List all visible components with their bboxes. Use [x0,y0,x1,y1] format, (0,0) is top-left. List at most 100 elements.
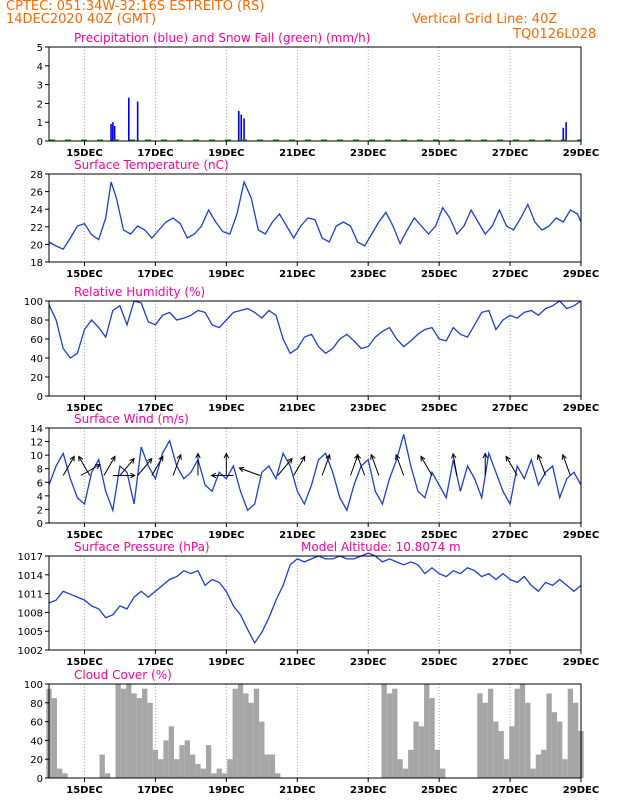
wind-vector [452,453,458,476]
cloud-bar [136,698,143,778]
cloud-bar [120,688,127,778]
press-ytick-label: 1002 [18,646,43,657]
cloud-bar [211,773,217,778]
press-xtick-label: 15DEC [66,657,102,668]
wind-ytick-label: 14 [30,424,43,435]
cloud-bar [232,688,238,778]
wind-xtick-label: 29DEC [563,530,599,541]
precip-ytick-label: 0 [37,137,43,148]
press-xtick-label: 19DEC [208,657,244,668]
press-line [48,552,582,645]
precip-bar [136,101,139,141]
wind-arrowhead [325,453,331,460]
temp-xtick-label: 29DEC [563,269,599,280]
press-ytick-label: 1008 [18,608,43,619]
wind-arrowhead [420,455,426,462]
cloud-ytick-label: 40 [30,736,43,747]
cloud-xtick-label: 29DEC [563,785,599,796]
wind-arrowhead [129,457,135,464]
wind-ytick-label: 10 [30,451,43,462]
cloud-bar [418,726,425,778]
cloud-title: Cloud Cover (%) [74,668,172,682]
cloud-bar [216,768,222,778]
cloud-bar [386,693,393,778]
precip-frame [48,46,582,142]
precip-bar [565,122,567,141]
rh-xtick-label: 15DEC [66,403,102,414]
cloud-xtick-label: 21DEC [279,785,315,796]
precip-bar [562,127,565,141]
rh-frame [48,300,582,397]
press-xtick-label: 17DEC [137,657,173,668]
wind-vector [562,454,571,476]
cloud-xtick-label: 25DEC [421,785,457,796]
press-xtick-label: 29DEC [563,657,599,668]
temp-title: Surface Temperature (nC) [74,158,229,172]
wind-arrowhead [300,455,306,462]
wind-arrowhead [176,453,182,460]
wind-ytick-label: 4 [37,492,43,503]
cloud-bar [168,726,175,778]
temp-xtick-label: 17DEC [137,269,173,280]
precip-bar [112,122,114,141]
wind-ytick-label: 2 [37,505,43,516]
wind-vector [62,456,75,476]
cloud-ytick-label: 0 [37,774,43,785]
rh-xtick-label: 23DEC [350,403,386,414]
wind-vector [119,458,135,476]
temp-xtick-label: 25DEC [421,269,457,280]
rh-line [48,300,582,359]
cloud-bar [269,754,276,778]
temp-ytick-label: 18 [30,258,43,269]
cloud-bar [104,773,111,778]
wind-vector [172,454,182,476]
wind-xtick-label: 19DEC [208,530,244,541]
wind-arrowhead [395,453,401,460]
wind-arrowhead [561,453,567,460]
rh-xtick-label: 21DEC [279,403,315,414]
temp-ytick-label: 22 [30,223,43,234]
wind-ytick-label: 6 [37,478,43,489]
wind-vector [103,456,116,476]
wind-vector [321,454,331,476]
wind-arrowhead [482,452,488,459]
cloud-bar [51,698,57,778]
wind-vector [239,467,261,476]
press-ytick-label: 1005 [18,627,43,638]
rh-ytick-label: 20 [30,373,43,384]
precip-ytick-label: 4 [37,62,43,73]
wind-vector [395,454,405,476]
precip-bar [128,97,130,141]
wind-arrowhead [536,453,543,460]
cloud-bar [259,721,265,778]
wind-title: Surface Wind (m/s) [74,412,189,426]
wind-xtick-label: 25DEC [421,530,457,541]
cloud-bar [535,754,542,778]
wind-arrowhead [287,457,293,464]
temp-xtick-label: 27DEC [492,269,528,280]
cloud-ytick-label: 100 [24,680,43,691]
wind-arrowhead [505,455,511,462]
wind-ytick-label: 12 [30,438,43,449]
precip-xtick-label: 23DEC [350,148,386,159]
temp-ytick-label: 26 [30,188,43,199]
precip-xtick-label: 15DEC [66,148,102,159]
rh-ytick-label: 100 [24,297,43,308]
precip-ytick-label: 1 [37,118,43,129]
header-code: TQ0126L028 [513,27,597,42]
header-date: 14DEC2020 40Z (GMT) [6,12,157,27]
rh-xtick-label: 25DEC [421,403,457,414]
press-ytick-label: 1014 [18,571,43,582]
wind-vector [420,456,433,476]
cloud-bar [397,759,403,778]
cloud-bar [493,721,499,778]
wind-vector [370,454,380,476]
cloud-bar [477,693,483,778]
press-ytick-label: 1017 [18,552,43,563]
precip-xtick-label: 29DEC [563,148,599,159]
press-xtick-label: 23DEC [350,657,386,668]
precip-bar [240,114,243,141]
rh-ytick-label: 60 [30,335,43,346]
wind-xtick-label: 15DEC [66,530,102,541]
